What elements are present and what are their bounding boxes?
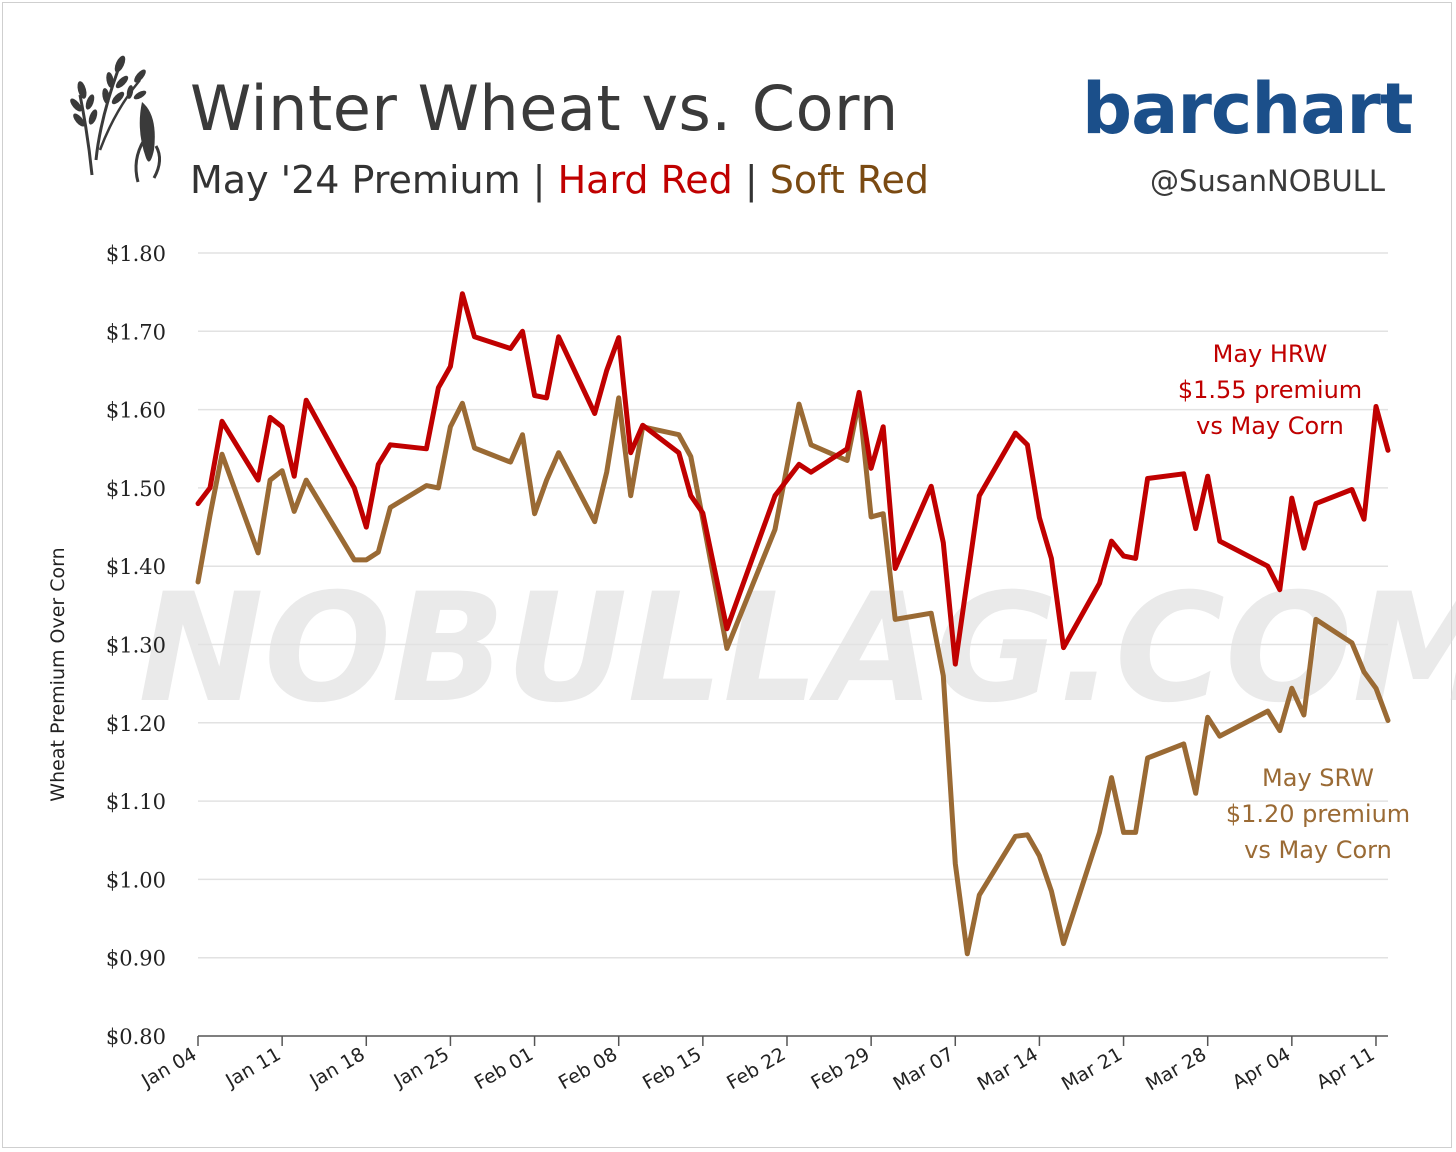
x-axis: Jan 04 Jan 11 Jan 18 Jan 25 Feb 01 Feb 08 Feb … — [137, 1035, 1388, 1095]
grid — [198, 252, 1388, 959]
y-tick-label: $1.80 — [106, 242, 166, 266]
chart-title: Winter Wheat vs. Corn — [190, 72, 899, 145]
x-tick-label: Jan 18 — [305, 1043, 368, 1092]
y-tick-label: $1.20 — [106, 712, 166, 736]
y-axis: $0.80 $0.90 $1.00 $1.10 $1.20 $1.30 $1.40 $1.50… — [106, 242, 166, 1049]
x-tick-label: Jan 11 — [221, 1043, 284, 1092]
annotation-soft-red: vs May Corn — [1244, 836, 1392, 864]
series-line-hard-red — [195, 291, 1391, 667]
x-tick-label: Mar 14 — [974, 1043, 1042, 1095]
series-line-soft-red — [195, 395, 1391, 957]
x-tick-label: Mar 07 — [890, 1043, 958, 1095]
annotations: May HRW $1.55 premium vs May Corn May SRW $1… — [1178, 340, 1410, 864]
x-tick-label: Feb 08 — [555, 1043, 621, 1094]
y-tick-label: $0.90 — [106, 947, 166, 971]
annotation-soft-red: $1.20 premium — [1226, 800, 1410, 828]
x-tick-label: Feb 29 — [807, 1043, 873, 1094]
brand-logo: barchart — [1082, 68, 1413, 150]
annotation-hard-red: $1.55 premium — [1178, 376, 1362, 404]
annotation-hard-red: May HRW — [1213, 340, 1328, 368]
x-tick-label: Mar 21 — [1058, 1043, 1126, 1095]
series-group — [195, 291, 1391, 957]
author-handle: @SusanNOBULL — [1150, 164, 1386, 198]
wheat-corn-icon — [70, 40, 170, 189]
x-tick-label: Jan 25 — [390, 1043, 453, 1092]
x-tick-label: Apr 04 — [1229, 1043, 1295, 1094]
x-tick-label: Feb 22 — [723, 1043, 789, 1094]
subtitle-prefix: May '24 Premium | — [190, 158, 558, 202]
annotation-hard-red: vs May Corn — [1196, 412, 1344, 440]
y-tick-label: $1.70 — [106, 320, 166, 344]
y-tick-label: $1.60 — [106, 399, 166, 423]
chart-subtitle: May '24 Premium | Hard Red | Soft Red — [190, 158, 929, 202]
subtitle-hard-red: Hard Red — [557, 158, 733, 202]
y-tick-label: $0.80 — [106, 1025, 166, 1049]
y-tick-label: $1.10 — [106, 790, 166, 814]
y-tick-label: $1.40 — [106, 555, 166, 579]
y-tick-label: $1.30 — [106, 634, 166, 658]
subtitle-separator: | — [732, 158, 770, 202]
y-tick-label: $1.50 — [106, 477, 166, 501]
y-axis-label: Wheat Premium Over Corn — [47, 547, 69, 801]
subtitle-soft-red: Soft Red — [769, 158, 930, 202]
x-tick-label: Apr 11 — [1313, 1043, 1379, 1094]
x-tick-label: Jan 04 — [137, 1043, 200, 1092]
x-tick-label: Feb 15 — [639, 1043, 705, 1094]
x-tick-label: Feb 01 — [471, 1043, 537, 1094]
annotation-soft-red: May SRW — [1262, 764, 1374, 792]
x-tick-label: Mar 28 — [1142, 1043, 1210, 1095]
watermark: NOBULLAG.COM — [138, 562, 1456, 736]
y-tick-label: $1.00 — [106, 868, 166, 892]
